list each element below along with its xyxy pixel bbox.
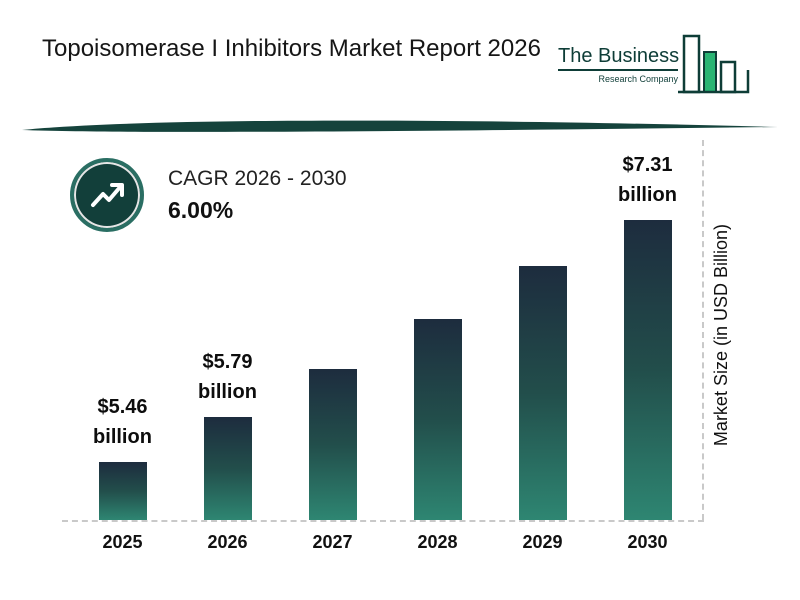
- y-axis-title: Market Size (in USD Billion): [710, 223, 731, 447]
- cagr-text: CAGR 2026 - 2030 6.00%: [168, 167, 347, 224]
- logo-bar-tall-icon: [682, 34, 701, 94]
- trend-arrow-icon: [70, 158, 144, 232]
- logo-bar-green-icon: [703, 51, 717, 93]
- page-title: Topoisomerase I Inhibitors Market Report…: [42, 35, 541, 62]
- bar-value-label-2025: $5.46 billion: [93, 396, 152, 448]
- x-tick-label-2026: 2026: [207, 532, 248, 552]
- logo-text-line1: The Business: [558, 45, 679, 67]
- y-axis-title-wrap: Market Size (in USD Billion): [704, 150, 738, 520]
- company-logo: The Business Research Company: [556, 30, 756, 108]
- logo-bar-small-icon: [719, 60, 737, 94]
- bar-2027: [308, 369, 357, 520]
- x-tick-label-2029: 2029: [522, 532, 563, 552]
- bar-2025: [98, 462, 147, 520]
- x-tick-label-2027: 2027: [312, 532, 353, 552]
- bar-2029: [518, 266, 567, 520]
- chart-right-dashed-line: [702, 140, 704, 520]
- x-tick-label-2028: 2028: [417, 532, 458, 552]
- cagr-value: 6.00%: [168, 196, 234, 223]
- bar-column-2029: [490, 150, 595, 520]
- chart-baseline: [62, 520, 704, 522]
- bar-2028: [413, 319, 462, 520]
- x-axis-labels: 2025 2026 2027 2028 2029 2030: [70, 532, 700, 553]
- x-tick-label-2025: 2025: [102, 532, 143, 552]
- bar-value-label-2030: $7.31 billion: [618, 154, 677, 206]
- bar-2026: [203, 417, 252, 520]
- cagr-block: CAGR 2026 - 2030 6.00%: [70, 158, 347, 232]
- bar-2030: [623, 220, 672, 520]
- logo-baseline: [678, 70, 750, 94]
- bar-column-2026: $5.79 billion: [175, 150, 280, 520]
- bar-column-2027: [280, 150, 385, 520]
- bar-column-2025: $5.46 billion: [70, 150, 175, 520]
- divider-lens: [22, 120, 778, 132]
- logo-text-line2: Research Company: [598, 74, 678, 84]
- bar-column-2028: [385, 150, 490, 520]
- bar-chart: $5.46 billion $5.79 billion $7.31 billion: [70, 150, 700, 520]
- logo-graphic: The Business Research Company: [558, 34, 750, 94]
- bar-value-label-2026: $5.79 billion: [198, 351, 257, 403]
- bar-column-2030: $7.31 billion: [595, 150, 700, 520]
- cagr-label: CAGR 2026 - 2030: [168, 166, 347, 190]
- x-tick-label-2030: 2030: [627, 532, 668, 552]
